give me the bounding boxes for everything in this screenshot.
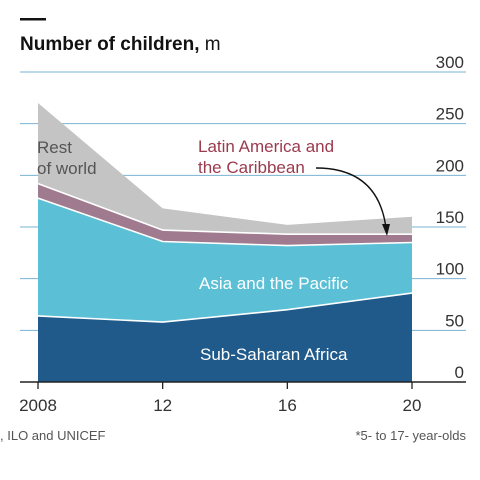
chart-title-unit: m [205, 34, 221, 55]
chart-title: Number of children, m [20, 34, 221, 55]
x-axis: 2008 12 16 20 [19, 381, 466, 415]
boundary-rest-of-world [37, 182, 412, 235]
label-latam-line1: Latin America and [198, 137, 334, 156]
x-tick-2020: 20 [403, 396, 422, 415]
y-tick-50: 50 [445, 311, 464, 330]
chart-title-text: Number of children [20, 34, 194, 55]
footnote: *5- to 17- year-olds [355, 428, 466, 443]
label-sub-saharan-africa: Sub-Saharan Africa [200, 345, 348, 364]
x-tick-2016: 16 [278, 396, 297, 415]
latam-annotation-arrow [315, 167, 387, 229]
boundary-asia-and-the-pacific [37, 292, 413, 323]
x-tick-2012: 12 [153, 396, 172, 415]
area-sub-saharan-africa [38, 293, 412, 382]
latam-arrowhead [382, 224, 390, 236]
y-tick-250: 250 [436, 105, 464, 124]
y-tick-labels: 0 50 100 150 200 250 300 [436, 53, 464, 382]
source-note: , ILO and UNICEF [0, 428, 106, 443]
label-asia-pacific: Asia and the Pacific [199, 274, 349, 293]
y-tick-300: 300 [436, 53, 464, 72]
label-rest-line2: of world [37, 159, 97, 178]
label-latam-line2: the Caribbean [198, 158, 305, 177]
stacked-areas [37, 103, 413, 382]
boundary-latin-america-and-the-caribbean [37, 197, 413, 247]
area-rest-of-world [38, 103, 412, 235]
label-rest-line1: Rest [37, 138, 72, 157]
area-asia-and-the-pacific [38, 198, 412, 323]
x-tick-2008: 2008 [19, 396, 57, 415]
y-tick-100: 100 [436, 260, 464, 279]
y-tick-200: 200 [436, 156, 464, 175]
y-tick-0: 0 [455, 363, 464, 382]
y-tick-150: 150 [436, 208, 464, 227]
chart-title-comma: , [194, 34, 205, 55]
title-accent-bar [20, 18, 46, 21]
